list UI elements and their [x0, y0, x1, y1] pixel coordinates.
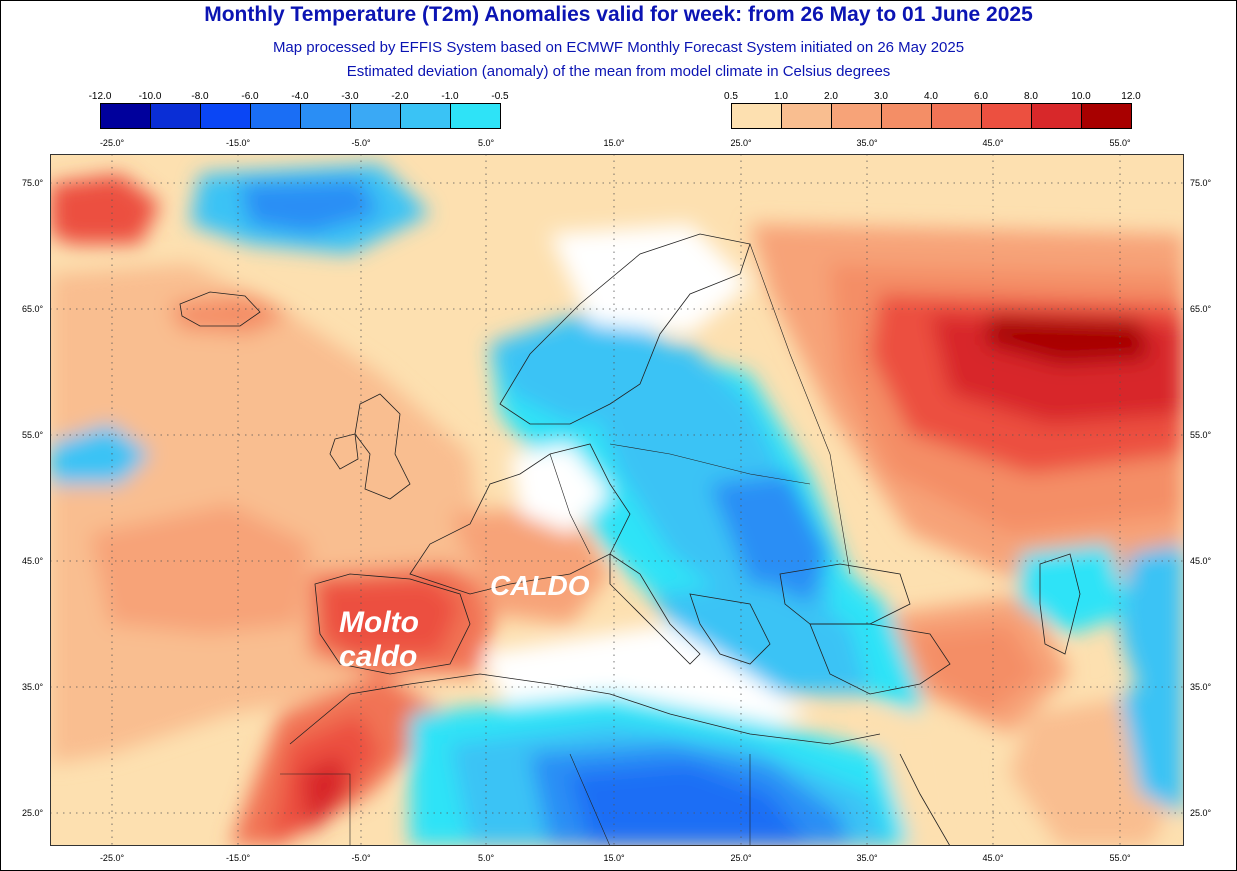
legend-label: -10.0	[138, 91, 162, 102]
longitude-label: -15.0°	[225, 138, 251, 148]
longitude-label: 15.0°	[603, 853, 625, 863]
legend-cold-bar	[100, 103, 501, 129]
legend-swatch	[931, 103, 982, 129]
legend-swatch	[150, 103, 201, 129]
legend-swatch	[350, 103, 401, 129]
longitude-label: 55.0°	[1109, 138, 1131, 148]
legend-label: 12.0	[1121, 91, 1141, 102]
legend-label: -6.0	[241, 91, 259, 102]
legend-label: -2.0	[391, 91, 409, 102]
latitude-label: 75.0°	[1190, 178, 1212, 188]
subtitle-system: Map processed by EFFIS System based on E…	[272, 39, 965, 56]
legend-label: -0.5	[491, 91, 509, 102]
legend-swatch	[1031, 103, 1082, 129]
longitude-label: 45.0°	[982, 853, 1004, 863]
anomaly-map: CALDO Molto caldo	[50, 154, 1184, 846]
legend-swatch	[831, 103, 882, 129]
longitude-label: -15.0°	[225, 853, 251, 863]
legend-label: 10.0	[1071, 91, 1091, 102]
latitude-label: 35.0°	[1190, 682, 1212, 692]
legend-swatch	[250, 103, 301, 129]
legend-label: 2.0	[824, 91, 838, 102]
longitude-label: 25.0°	[730, 138, 752, 148]
legend-warm-bar	[731, 103, 1132, 129]
legend-swatch	[981, 103, 1032, 129]
legend-swatch	[450, 103, 501, 129]
longitude-label: -5.0°	[351, 138, 371, 148]
legend-label: -1.0	[441, 91, 459, 102]
coastlines	[179, 233, 1081, 846]
latitude-label: 45.0°	[1190, 556, 1212, 566]
latitude-label: 65.0°	[22, 304, 44, 314]
latitude-label: 55.0°	[22, 430, 44, 440]
longitude-label: 55.0°	[1109, 853, 1131, 863]
latitude-label: 25.0°	[1190, 808, 1212, 818]
longitude-label: 25.0°	[730, 853, 752, 863]
legend-label: 3.0	[874, 91, 888, 102]
graticule	[50, 154, 1184, 846]
legend-swatch	[731, 103, 782, 129]
subtitle-units: Estimated deviation (anomaly) of the mea…	[346, 63, 891, 80]
legend-swatch	[400, 103, 451, 129]
legend-label: -12.0	[88, 91, 112, 102]
legend-label: 1.0	[774, 91, 788, 102]
annotation-molto: Molto	[339, 606, 419, 639]
latitude-label: 45.0°	[22, 556, 44, 566]
latitude-label: 75.0°	[22, 178, 44, 188]
latitude-label: 65.0°	[1190, 304, 1212, 314]
legend-label: 8.0	[1024, 91, 1038, 102]
longitude-label: 15.0°	[603, 138, 625, 148]
annotation-caldo: CALDO	[490, 570, 590, 601]
longitude-label: 45.0°	[982, 138, 1004, 148]
legend-label: 0.5	[724, 91, 738, 102]
legend-swatch	[1081, 103, 1132, 129]
longitude-label: 5.0°	[477, 853, 495, 863]
longitude-label: 35.0°	[856, 138, 878, 148]
legend-swatch	[300, 103, 351, 129]
latitude-label: 25.0°	[22, 808, 44, 818]
page-title: Monthly Temperature (T2m) Anomalies vali…	[204, 3, 1033, 26]
latitude-label: 35.0°	[22, 682, 44, 692]
legend-swatch	[200, 103, 251, 129]
legend-swatch	[881, 103, 932, 129]
longitude-label: 35.0°	[856, 853, 878, 863]
legend-label: -4.0	[291, 91, 309, 102]
longitude-label: -25.0°	[99, 138, 125, 148]
legend-label: -8.0	[191, 91, 209, 102]
longitude-label: 5.0°	[477, 138, 495, 148]
longitude-label: -25.0°	[99, 853, 125, 863]
legend-swatch	[781, 103, 832, 129]
legend-label: -3.0	[341, 91, 359, 102]
legend-swatch	[100, 103, 151, 129]
legend-label: 4.0	[924, 91, 938, 102]
longitude-label: -5.0°	[351, 853, 371, 863]
legend-label: 6.0	[974, 91, 988, 102]
latitude-label: 55.0°	[1190, 430, 1212, 440]
annotation-caldo-2: caldo	[339, 640, 417, 673]
